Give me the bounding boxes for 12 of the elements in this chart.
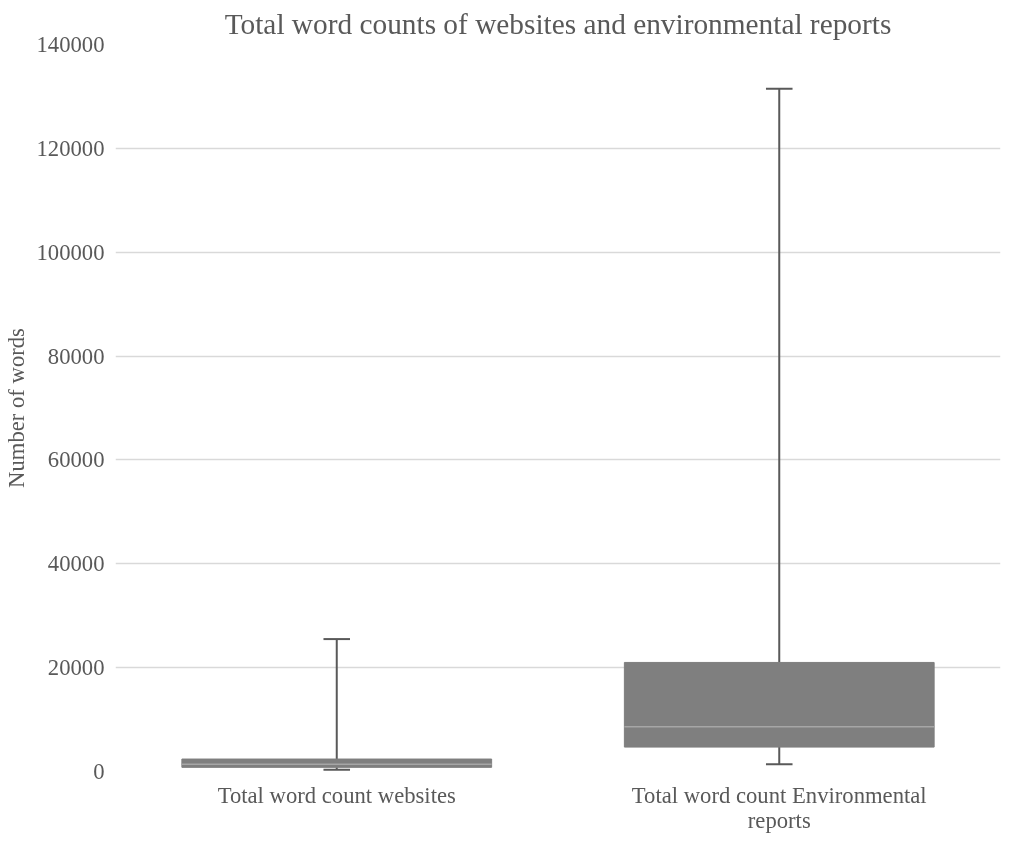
y-tick-label: 80000: [47, 343, 105, 369]
y-tick-label: 100000: [36, 239, 105, 265]
x-tick-label: Total word count websites: [217, 782, 456, 808]
y-tick-label: 60000: [47, 447, 105, 473]
y-tick-label: 0: [93, 759, 105, 784]
chart-title: Total word counts of websites and environmental reports: [224, 7, 892, 40]
y-tick-label: 20000: [47, 655, 105, 681]
y-tick-label: 140000: [36, 32, 105, 57]
x-tick-label: Total word count Environmental reports: [631, 782, 927, 833]
y-tick-label: 120000: [36, 135, 105, 161]
y-tick-label: 40000: [47, 551, 105, 577]
y-axis-title: Number of words: [3, 328, 29, 488]
